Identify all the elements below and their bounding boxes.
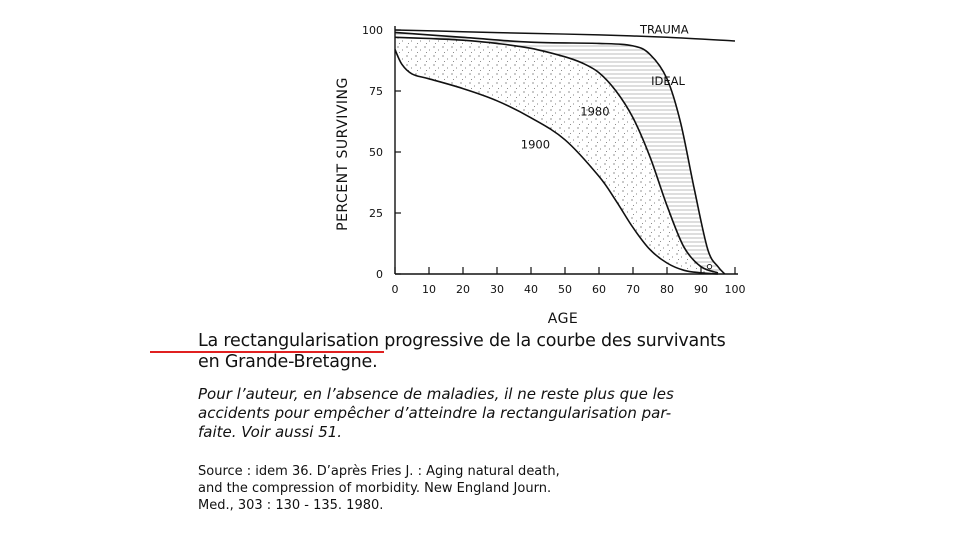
author-note: Pour l’auteur, en l’absence de maladies,… (198, 385, 758, 442)
caption-line-2: en Grande-Bretagne. (198, 352, 378, 372)
series-line-1980 (394, 36, 719, 274)
note-line-2: accidents pour empêcher d’atteindre la r… (198, 404, 672, 422)
series-line-1900 (394, 49, 719, 275)
x-tick-label: 100 (725, 283, 746, 296)
y-tick-label: 50 (369, 146, 383, 159)
curve-label-trauma: TRAUMA (639, 22, 689, 36)
x-tick-label: 60 (592, 283, 606, 296)
curve-label-1980: 1980 (580, 104, 609, 118)
note-line-1: Pour l’auteur, en l’absence de maladies,… (198, 385, 674, 403)
band-1900-1980 (395, 37, 718, 274)
x-tick-label: 30 (490, 283, 504, 296)
source-line-3: Med., 303 : 130 - 135. 1980. (198, 498, 384, 513)
x-tick-label: 90 (694, 283, 708, 296)
series-line-ideal (394, 31, 726, 275)
convergence-marker (706, 264, 713, 270)
source-line-2: and the compression of morbidity. New En… (198, 481, 552, 496)
note-line-3: faite. Voir aussi 51. (198, 423, 343, 441)
source-line-1: Source : idem 36. D’après Fries J. : Agi… (198, 464, 560, 479)
y-tick-label: 100 (362, 24, 383, 37)
x-tick-label: 80 (660, 283, 674, 296)
x-tick-label: 50 (558, 283, 572, 296)
y-axis-title: PERCENT SURVIVING (335, 77, 351, 231)
x-axis-title: AGE (548, 311, 579, 327)
y-tick-label: 0 (376, 268, 383, 281)
x-tick-label: 0 (392, 283, 399, 296)
x-tick-label: 70 (626, 283, 640, 296)
survival-chart: 0 10 20 30 40 50 60 70 80 90 100 0 25 50 75 100 AGE PERCE… (335, 22, 746, 327)
source-citation: Source : idem 36. D’après Fries J. : Agi… (198, 463, 758, 514)
x-tick-label: 10 (422, 283, 436, 296)
curve-label-ideal: IDEAL (651, 74, 685, 88)
series-line-trauma (394, 29, 736, 42)
y-tick-label: 25 (369, 207, 383, 220)
figure-caption: La rectangularisation progressive de la … (198, 331, 758, 373)
caption-line-1: La rectangularisation progressive de la … (198, 331, 726, 351)
x-tick-label: 40 (524, 283, 538, 296)
x-tick-label: 20 (456, 283, 470, 296)
band-1980-ideal (395, 32, 725, 275)
curve-label-1900: 1900 (521, 137, 550, 151)
highlight-underline (150, 351, 384, 353)
y-tick-label: 75 (369, 85, 383, 98)
